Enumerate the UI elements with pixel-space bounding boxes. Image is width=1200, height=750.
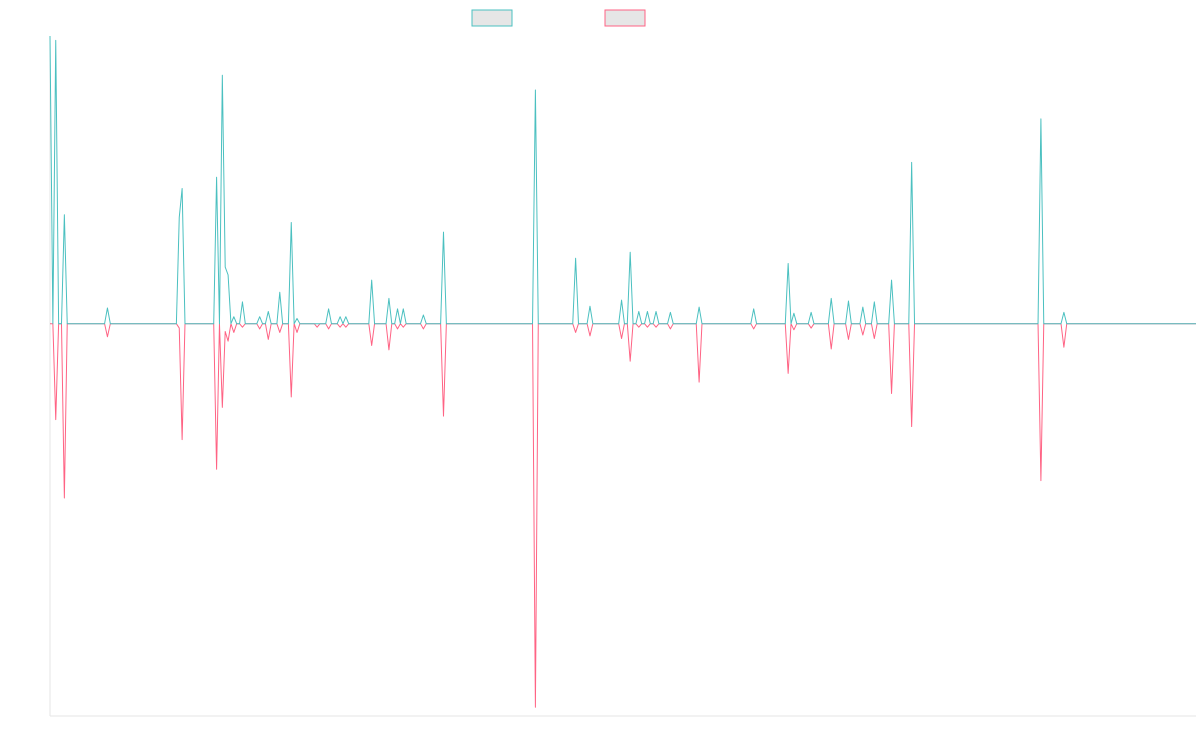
series-2-line — [50, 323, 1196, 708]
chart-series — [49, 35, 1196, 708]
chart-axes — [49, 36, 1196, 717]
series-1-line — [49, 35, 1196, 325]
legend-swatch-series-2[interactable] — [604, 9, 646, 27]
legend-swatch-series-1[interactable] — [471, 9, 513, 27]
chart-legend — [471, 9, 646, 27]
